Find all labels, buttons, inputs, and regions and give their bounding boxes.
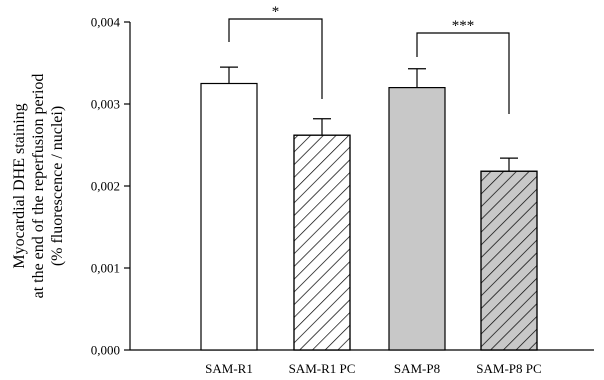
- bars: [200, 82, 538, 351]
- y-tick-label: 0,000: [91, 343, 120, 358]
- y-tick-label: 0,003: [91, 97, 120, 112]
- x-tick-label: SAM-P8: [394, 361, 440, 376]
- error-bars: [220, 66, 518, 172]
- y-axis-label-line: (% fluorescence / nuclei): [49, 106, 66, 266]
- significance-bracket: [228, 18, 323, 99]
- significance-label: ***: [452, 18, 475, 34]
- y-axis-label-line: Myocardial DHE staining: [11, 103, 28, 268]
- x-tick-label: SAM-P8 PC: [476, 361, 541, 376]
- significance-label: *: [272, 4, 280, 20]
- y-tick-label: 0,002: [91, 179, 120, 194]
- y-tick-label: 0,004: [91, 15, 121, 30]
- bar-hatch: [480, 170, 538, 351]
- y-axis-label-group: Myocardial DHE staining at the end of the…: [11, 74, 66, 299]
- x-tick-labels: SAM-R1 SAM-R1 PC SAM-P8 SAM-P8 PC: [205, 361, 542, 376]
- y-tick-label: 0,001: [91, 261, 120, 276]
- significance-brackets: ****: [228, 4, 510, 114]
- y-axis-label-line: at the end of the reperfusion period: [30, 74, 47, 299]
- y-ticks: 0,000 0,001 0,002 0,003 0,004: [91, 15, 130, 358]
- bar: [388, 86, 446, 351]
- x-tick-label: SAM-R1 PC: [289, 361, 356, 376]
- x-tick-label: SAM-R1: [205, 361, 253, 376]
- bar-hatch: [293, 134, 351, 351]
- significance-bracket: [416, 32, 510, 114]
- bar: [200, 82, 258, 351]
